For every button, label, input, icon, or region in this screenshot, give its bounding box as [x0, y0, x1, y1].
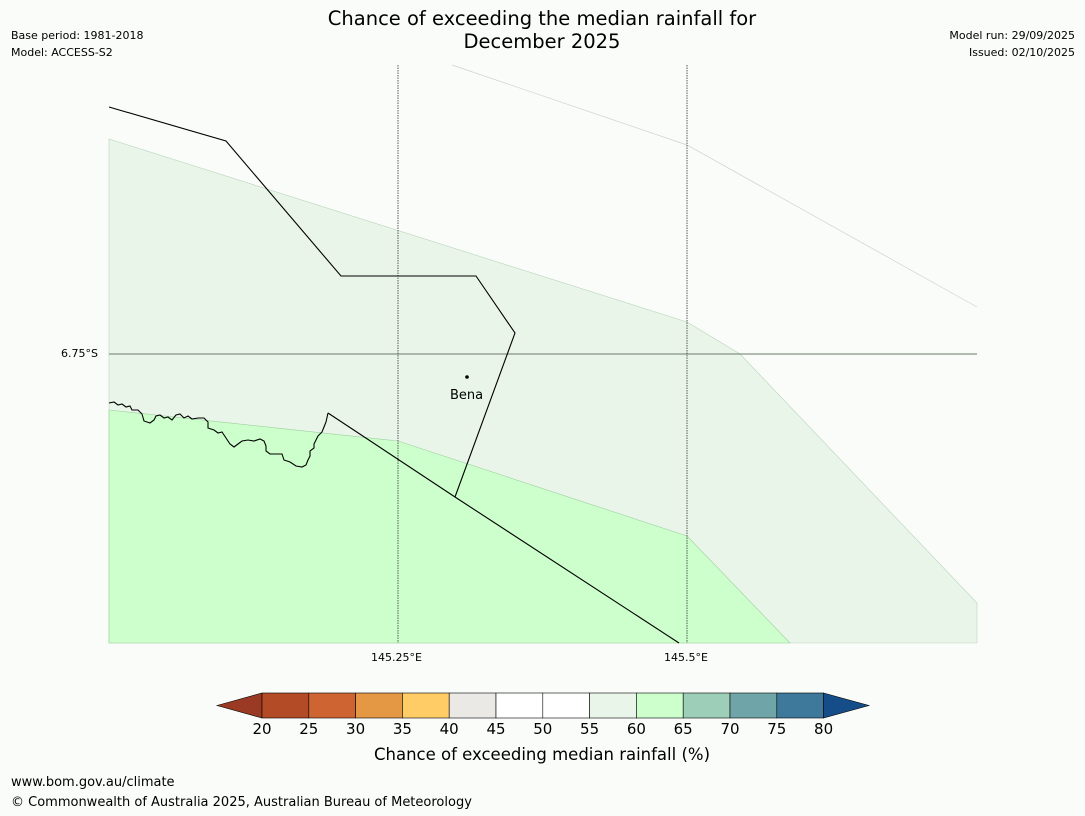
- colorbar-segment: [636, 692, 684, 719]
- model-run: Model run: 29/09/2025: [949, 29, 1075, 42]
- colorbar-tick-label: 80: [814, 720, 834, 738]
- place-label: Bena: [450, 388, 484, 403]
- lon-label-1: 145.25°E: [371, 651, 422, 664]
- colorbar: [215, 692, 871, 719]
- colorbar-segment: [261, 692, 310, 719]
- colorbar-label: Chance of exceeding median rainfall (%): [373, 745, 711, 764]
- river-coastline: [108, 401, 329, 468]
- title-line-2: December 2025: [463, 30, 621, 53]
- footer-url: www.bom.gov.au/climate: [11, 775, 175, 790]
- colorbar-tick-label: 65: [673, 720, 693, 738]
- colorbar-tick-label: 60: [626, 720, 646, 738]
- colorbar-tick-label: 25: [299, 720, 319, 738]
- place-marker: [465, 375, 469, 379]
- colorbar-segment: [355, 692, 403, 719]
- colorbar-tick-label: 55: [580, 720, 600, 738]
- colorbar-segment: [448, 692, 497, 719]
- colorbar-segment: [682, 692, 731, 719]
- colorbar-segment: [495, 692, 544, 719]
- colorbar-tick-label: 70: [720, 720, 740, 738]
- colorbar-segment: [729, 692, 778, 719]
- lon-label-2: 145.5°E: [664, 651, 708, 664]
- colorbar-segment: [589, 692, 637, 719]
- header-meta-left: Base period: 1981-2018 Model: ACCESS-S2: [11, 27, 143, 61]
- footer-copyright: © Commonwealth of Australia 2025, Austra…: [11, 795, 472, 810]
- colorbar-tick-label: 45: [486, 720, 506, 738]
- colorbar-tick-label: 50: [533, 720, 553, 738]
- colorbar-over-arrow: [823, 692, 871, 719]
- colorbar-tick-label: 30: [346, 720, 366, 738]
- model-name: Model: ACCESS-S2: [11, 46, 113, 59]
- colorbar-under-arrow: [215, 692, 263, 719]
- header-meta-right: Model run: 29/09/2025 Issued: 02/10/2025: [949, 27, 1075, 61]
- colorbar-tick-label: 75: [767, 720, 787, 738]
- colorbar-tick-label: 35: [392, 720, 412, 738]
- colorbar-tick-label: 40: [439, 720, 459, 738]
- issued-date: Issued: 02/10/2025: [968, 46, 1075, 59]
- base-period: Base period: 1981-2018: [11, 29, 144, 42]
- colorbar-segment: [402, 692, 450, 719]
- lat-label: 6.75°S: [61, 347, 98, 360]
- province-boundary-south: [327, 412, 680, 644]
- zone-60-65: [108, 409, 791, 644]
- colorbar-segment: [542, 692, 590, 719]
- title-line-1: Chance of exceeding the median rainfall …: [327, 7, 757, 30]
- map-title: Chance of exceeding the median rainfall …: [242, 7, 842, 53]
- colorbar-segment: [308, 692, 356, 719]
- colorbar-segment: [776, 692, 824, 719]
- province-boundary: [108, 106, 516, 498]
- colorbar-tick-label: 20: [252, 720, 272, 738]
